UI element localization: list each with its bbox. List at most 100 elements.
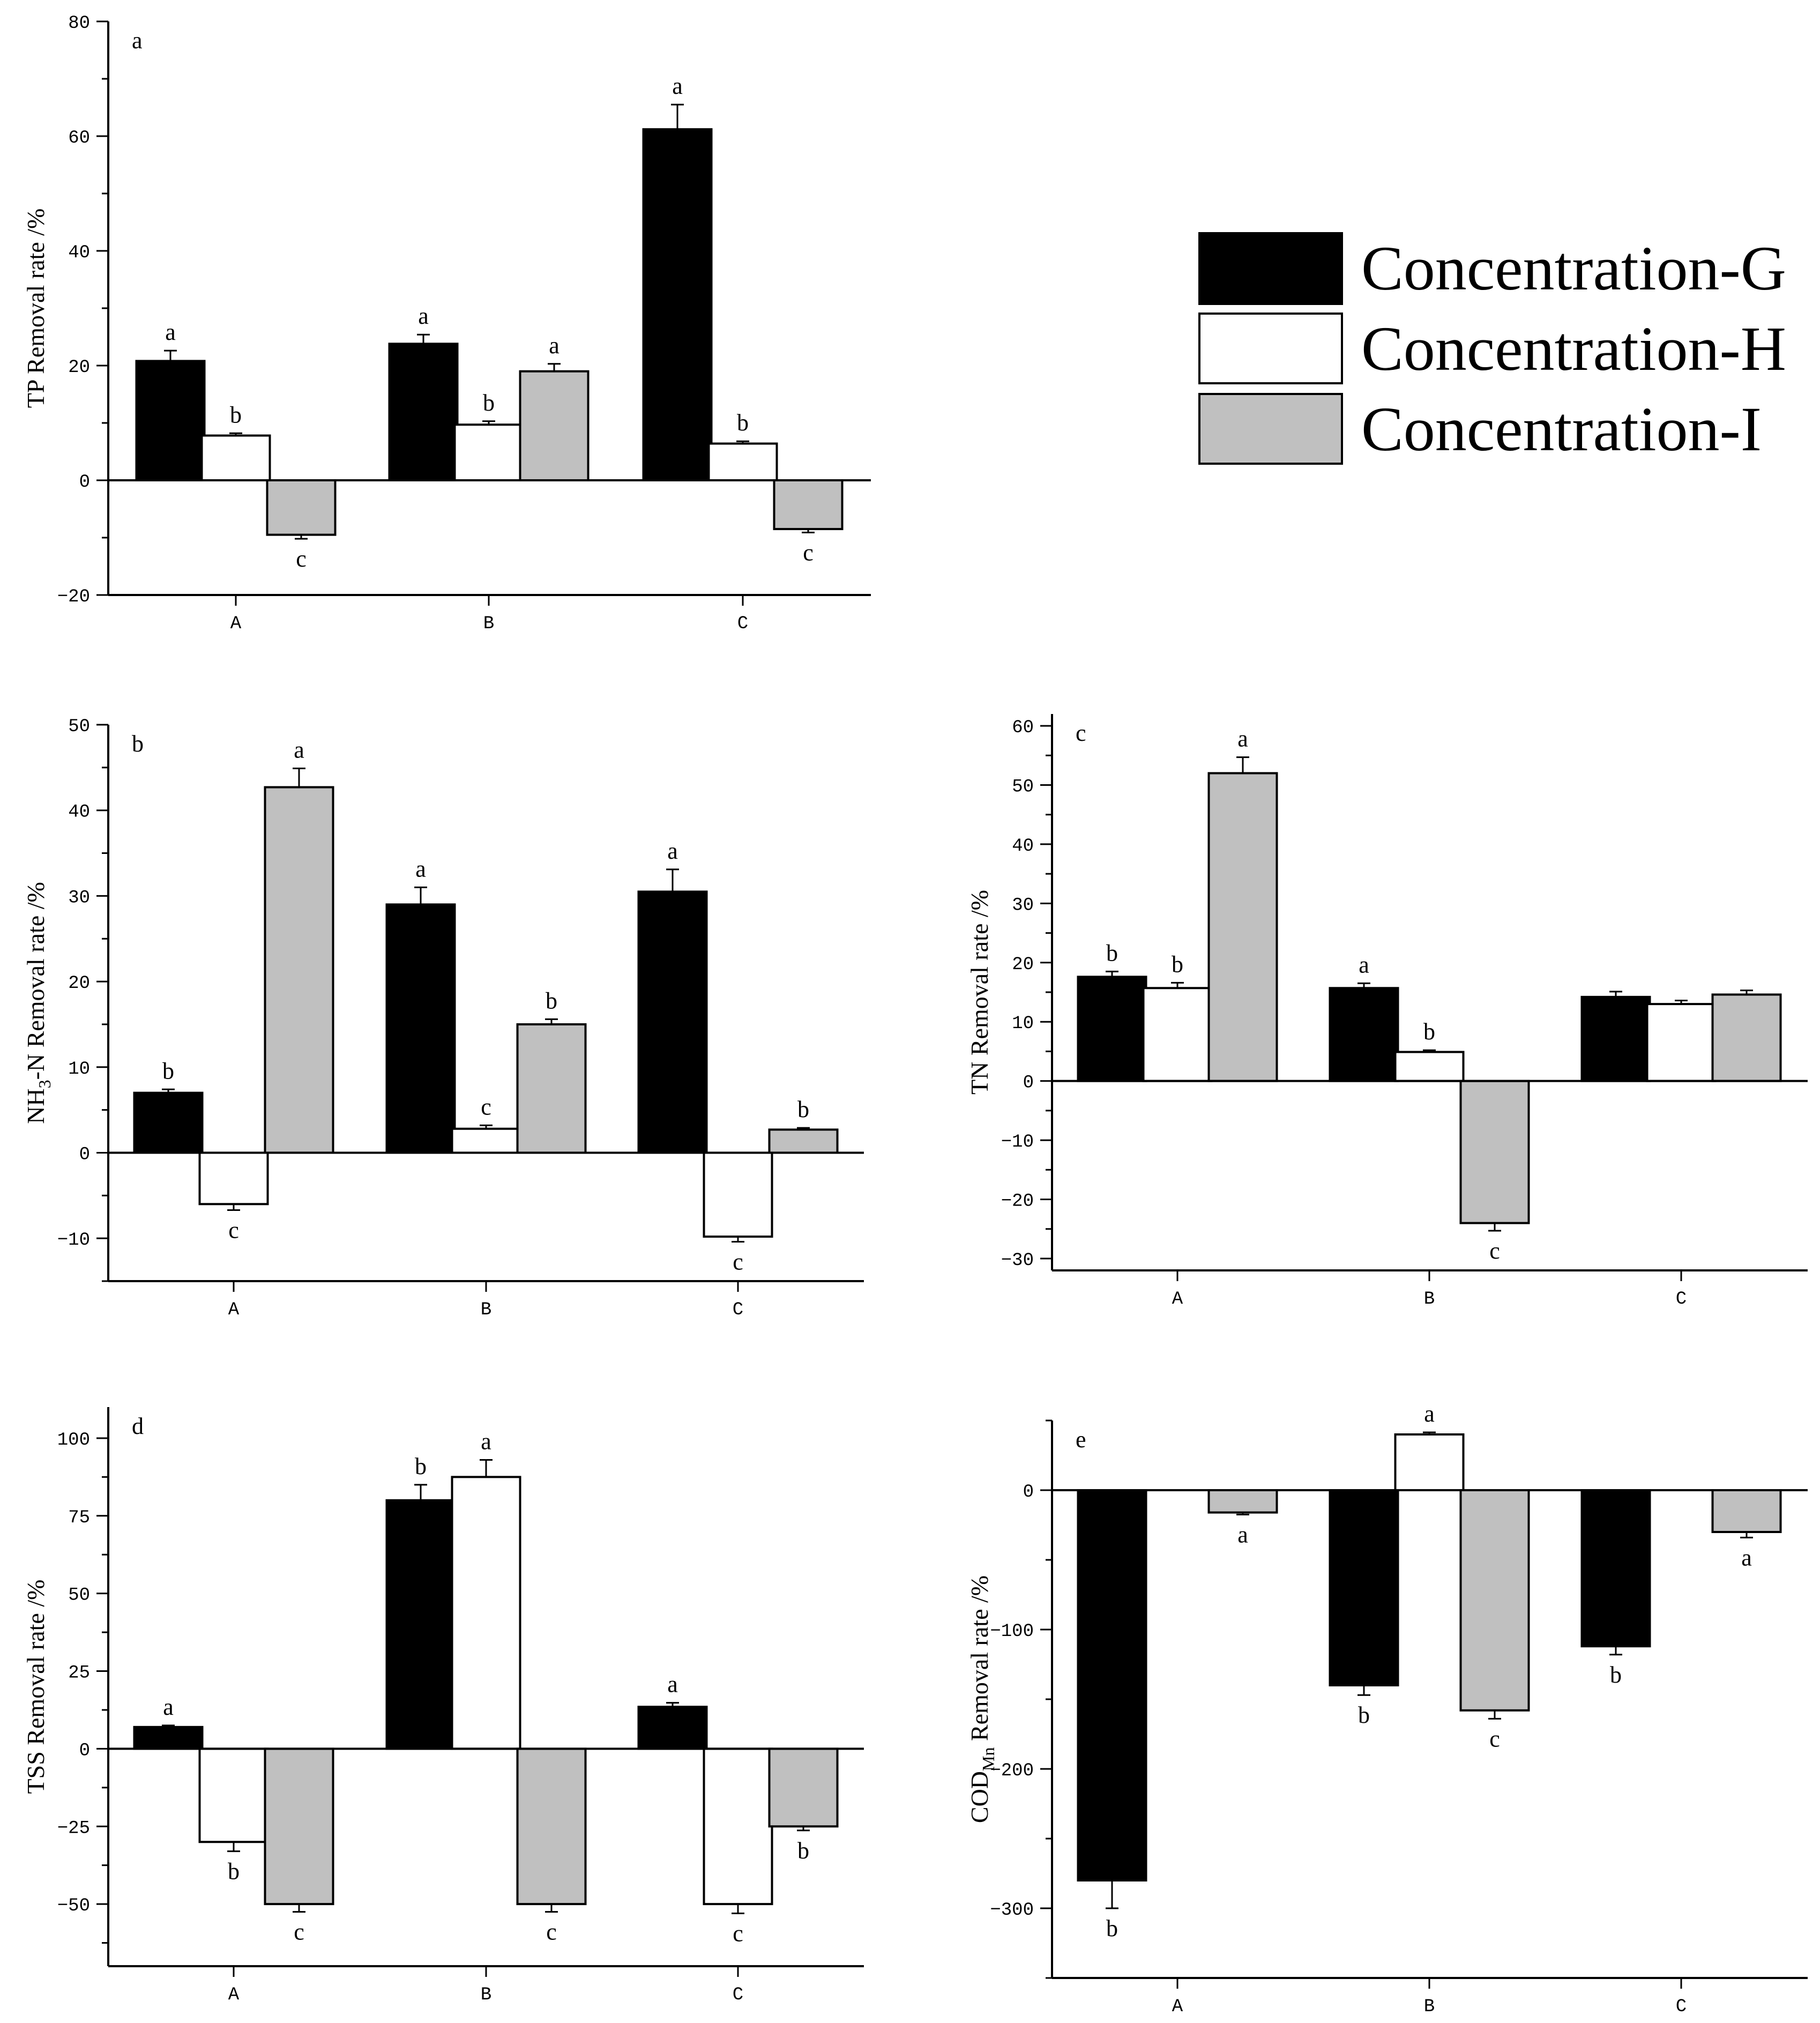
- y-tick-label-e: −100: [990, 1622, 1034, 1642]
- y-tick-label-c: −10: [1001, 1132, 1034, 1152]
- y-tick-label-c: 20: [1012, 955, 1034, 975]
- y-tick-label-e: −200: [990, 1761, 1034, 1781]
- panel-letter-b: b: [132, 731, 144, 757]
- bar-b-h-c: [703, 1151, 773, 1238]
- y-tick-label-d: 25: [68, 1663, 90, 1684]
- bar-e-i-b: [1459, 1489, 1530, 1712]
- x-tick-label-d-a: A: [228, 1985, 240, 2005]
- significance-letter-a-g-a: a: [165, 319, 176, 345]
- y-tick-label-c: 40: [1012, 836, 1034, 857]
- bar-e-g-b: [1329, 1489, 1399, 1686]
- bar-b-h-a: [198, 1151, 269, 1206]
- legend-item-g: Concentration-G: [1198, 232, 1786, 305]
- y-tick-label-e: 0: [1023, 1482, 1034, 1503]
- significance-letter-d-i-c: b: [797, 1838, 809, 1864]
- significance-letter-e-g-b: b: [1358, 1702, 1370, 1728]
- significance-letter-a-g-b: a: [418, 303, 429, 329]
- legend-item-i: Concentration-I: [1198, 393, 1762, 465]
- y-tick-label-a: 80: [68, 13, 90, 34]
- y-tick-label-b: 40: [68, 802, 90, 823]
- significance-letter-b-i-a: a: [294, 737, 304, 763]
- x-tick-label-b-b: B: [481, 1300, 491, 1320]
- x-tick-label-a-c: C: [737, 614, 748, 634]
- significance-letter-a-h-a: b: [230, 401, 242, 428]
- significance-letter-a-h-b: b: [483, 390, 495, 416]
- bar-a-h-b: [453, 423, 524, 482]
- bar-d-g-c: [637, 1706, 708, 1750]
- panel-letter-a: a: [132, 27, 143, 54]
- panel-letter-c: c: [1076, 720, 1086, 746]
- y-tick-label-b: 10: [68, 1059, 90, 1080]
- significance-letter-d-h-a: b: [228, 1858, 240, 1885]
- panel-letter-d: d: [132, 1413, 144, 1439]
- y-tick-label-c: −30: [1001, 1251, 1034, 1271]
- significance-letter-e-g-a: b: [1106, 1915, 1118, 1942]
- x-tick-label-c-b: B: [1424, 1289, 1435, 1310]
- bar-e-i-a: [1207, 1489, 1278, 1514]
- legend-label-i: Concentration-I: [1361, 394, 1762, 464]
- y-tick-label-b: 50: [68, 717, 90, 737]
- bar-b-g-a: [133, 1091, 204, 1154]
- x-tick-label-b-a: A: [228, 1300, 240, 1320]
- bar-c-h-a: [1142, 987, 1213, 1082]
- significance-letter-c-h-b: b: [1423, 1018, 1435, 1045]
- bar-a-h-a: [200, 434, 271, 481]
- chart-panel-b: b a a c c c a b b −10 0 10 20 30 40 50 A B Cb NH3-N Removal…: [22, 717, 864, 1320]
- x-tick-label-e-c: C: [1676, 1997, 1687, 2017]
- significance-letter-e-h-b: a: [1424, 1401, 1435, 1427]
- bar-a-g-b: [388, 343, 459, 482]
- bar-e-g-a: [1077, 1489, 1147, 1881]
- significance-letter-d-h-c: c: [733, 1920, 743, 1946]
- legend-item-h: Concentration-H: [1198, 313, 1786, 384]
- significance-letter-c-g-b: a: [1359, 951, 1369, 978]
- y-axis-label-c: TN Removal rate /%: [966, 890, 993, 1095]
- y-tick-label-c: 10: [1012, 1014, 1034, 1034]
- bar-c-h-c: [1646, 1003, 1717, 1082]
- significance-letter-a-g-c: a: [672, 73, 683, 99]
- significance-letter-c-g-a: b: [1106, 940, 1118, 966]
- chart-panel-d: a b a b a c c c b −50 −25 0 25 50 75 100 A B Cd TSS Removal…: [22, 1407, 864, 2005]
- chart-panel-c: b a b b a c −30 −20 −10 0 10 20 30 40 50 60 A B Cc TN Remov…: [966, 714, 1808, 1310]
- significance-letter-b-g-c: a: [667, 838, 678, 864]
- bar-c-g-a: [1077, 976, 1147, 1082]
- y-tick-label-b: 0: [79, 1144, 90, 1165]
- bar-b-i-b: [516, 1023, 587, 1154]
- significance-letter-d-i-b: c: [546, 1919, 557, 1945]
- significance-letter-d-h-b: a: [481, 1429, 491, 1455]
- significance-letter-d-i-a: c: [294, 1919, 304, 1945]
- y-tick-label-c: 50: [1012, 777, 1034, 798]
- legend: Concentration-G Concentration-H Concentr…: [1198, 232, 1786, 465]
- x-tick-label-e-b: B: [1424, 1997, 1435, 2017]
- bar-c-g-c: [1580, 995, 1651, 1082]
- bar-e-g-c: [1580, 1489, 1651, 1648]
- bar-a-h-c: [707, 442, 778, 482]
- significance-letter-e-i-c: a: [1741, 1544, 1752, 1571]
- y-tick-label-a: −20: [57, 587, 90, 607]
- significance-letter-e-g-c: b: [1610, 1662, 1622, 1688]
- bar-d-g-a: [133, 1726, 204, 1750]
- x-tick-label-d-b: B: [481, 1985, 491, 2005]
- y-tick-label-b: 20: [68, 973, 90, 994]
- bar-e-h-b: [1394, 1433, 1465, 1491]
- x-tick-label-e-a: A: [1172, 1997, 1183, 2017]
- y-axis-label-e: CODMn Removal rate /%: [966, 1575, 998, 1823]
- significance-letter-a-i-c: c: [803, 539, 814, 566]
- bar-d-h-c: [703, 1747, 773, 1906]
- y-axis-label-a: TP Removal rate /%: [22, 209, 49, 408]
- legend-swatch-i: [1198, 393, 1343, 465]
- significance-letter-b-h-b: c: [481, 1094, 491, 1120]
- significance-letter-c-h-a: b: [1172, 951, 1183, 977]
- bar-d-h-b: [451, 1476, 521, 1750]
- significance-letter-b-h-a: c: [228, 1217, 239, 1243]
- significance-letter-b-i-c: b: [797, 1096, 809, 1122]
- y-tick-label-b: 30: [68, 888, 90, 908]
- y-tick-label-d: 100: [57, 1430, 90, 1451]
- significance-letter-b-g-a: b: [162, 1058, 174, 1084]
- bar-c-i-a: [1207, 772, 1278, 1082]
- legend-label-h: Concentration-H: [1361, 314, 1786, 384]
- bar-e-i-c: [1711, 1489, 1782, 1533]
- y-tick-label-b: −10: [57, 1230, 90, 1251]
- significance-letter-c-i-b: c: [1489, 1238, 1500, 1264]
- significance-letter-e-i-b: c: [1489, 1726, 1500, 1752]
